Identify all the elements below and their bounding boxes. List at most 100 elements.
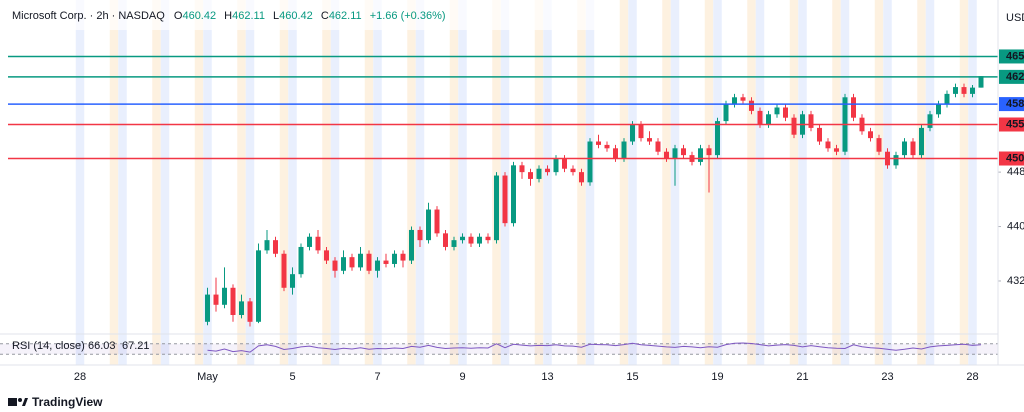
level-label: 462 (1006, 71, 1024, 83)
postmarket-shade (109, 0, 119, 365)
candle-body (766, 114, 771, 125)
candle-body (876, 138, 882, 152)
candle-body (443, 233, 448, 247)
candle-body (485, 236, 491, 241)
x-tick-label: 21 (796, 371, 808, 383)
postmarket-shade (917, 0, 926, 365)
postmarket-shade (364, 0, 374, 365)
premarket-shade (968, 0, 977, 365)
ohlc-label: L (273, 10, 279, 22)
premarket-shade (713, 0, 722, 365)
candle-body (230, 287, 236, 315)
candle-body (749, 100, 754, 111)
candle-body (638, 124, 644, 139)
x-tick-label: 23 (881, 371, 893, 383)
postmarket-shade (832, 0, 841, 365)
candle-body (400, 253, 406, 261)
postmarket-shade (619, 0, 629, 365)
candle-body (757, 110, 763, 125)
premarket-shade (373, 0, 382, 365)
candle-body (953, 87, 958, 94)
premarket-shade (330, 0, 340, 365)
postmarket-shade (194, 0, 204, 365)
candle-body (375, 260, 380, 271)
candle-body (273, 240, 278, 254)
postmarket-shade (279, 0, 289, 365)
postmarket-shade (322, 0, 331, 365)
symbol-title: Microsoft Corp. · 2h · NASDAQ (12, 10, 165, 22)
candle-body (392, 253, 397, 264)
rsi-label: RSI (14, close) (12, 340, 85, 352)
postmarket-shade (874, 0, 884, 365)
x-tick-label: May (197, 371, 218, 383)
candle-body (706, 148, 712, 156)
premarket-shade (883, 0, 892, 365)
candle-body (740, 97, 746, 101)
postmarket-shade (152, 0, 161, 365)
ohlc-label: C (321, 10, 329, 22)
candle-body (358, 253, 363, 268)
premarket-shade (245, 0, 255, 365)
ohlc-value: 460.42 (279, 10, 313, 22)
rsi-band-fill (0, 343, 998, 355)
currency: USD (1006, 12, 1024, 24)
level-label-box (999, 49, 1024, 64)
y-tick-label: 440 (1007, 220, 1024, 232)
header-backdrop (0, 0, 600, 30)
candle-body (817, 127, 822, 142)
candle-body (247, 301, 253, 322)
candle-body (298, 246, 304, 275)
candle-body (409, 229, 414, 261)
ohlc-label: O (174, 10, 183, 22)
candle-body (417, 229, 423, 241)
logo (8, 398, 28, 406)
legend-header: Microsoft Corp. · 2h · NASDAQ O460.42 H4… (12, 10, 446, 22)
level-label-box (999, 97, 1024, 112)
candle-body (426, 209, 431, 241)
candle-body (970, 87, 975, 94)
x-tick-label: 15 (626, 371, 638, 383)
candle-body (562, 158, 567, 169)
postmarket-shade (789, 0, 799, 365)
premarket-shade (543, 0, 552, 365)
candle-body (698, 148, 703, 162)
candle-body (494, 175, 499, 241)
x-tick-label: 28 (966, 371, 978, 383)
candle-body (451, 240, 457, 247)
candle-body (341, 257, 346, 271)
level-label: 458 (1006, 98, 1024, 110)
premarket-shade (288, 0, 297, 365)
candle-body (681, 148, 686, 156)
premarket-shade (798, 0, 807, 365)
postmarket-shade (449, 0, 459, 365)
x-tick-label: 7 (374, 371, 380, 383)
candle-body (978, 76, 984, 88)
candle-body (239, 301, 244, 315)
level-label-box (999, 117, 1024, 132)
rsi-ma-value: 67.21 (122, 340, 150, 352)
candle-body (519, 165, 525, 173)
x-tick-label: 9 (459, 371, 465, 383)
candle-body (511, 165, 516, 224)
candle-body (434, 209, 440, 234)
x-tick-label: 19 (711, 371, 723, 383)
session-shading (75, 0, 977, 365)
x-tick-label: 5 (289, 371, 295, 383)
candle-body (545, 168, 550, 173)
ohlc-value: 460.42 (182, 10, 216, 22)
candle-body (502, 175, 508, 224)
premarket-shade (118, 0, 127, 365)
ohlc-label: H (224, 10, 232, 22)
premarket-shade (628, 0, 637, 365)
candle-body (936, 104, 941, 115)
premarket-shade (925, 0, 935, 365)
candle-body (205, 294, 210, 322)
level-label: 455 (1006, 118, 1024, 130)
candle-body (324, 250, 329, 261)
level-label-box (999, 69, 1024, 84)
y-tick-label: 448 (1007, 166, 1024, 178)
candle-body (290, 274, 295, 288)
rsi-line (207, 342, 982, 353)
